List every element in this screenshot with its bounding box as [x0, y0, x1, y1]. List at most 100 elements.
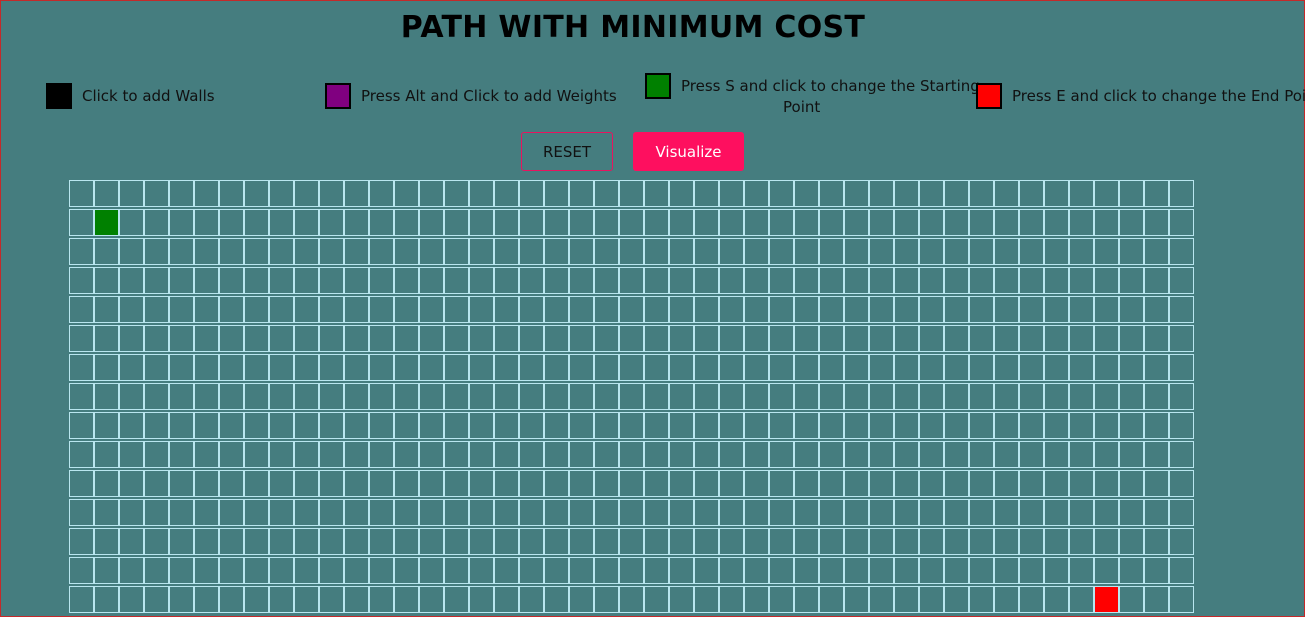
- grid-cell[interactable]: [669, 586, 694, 613]
- grid-cell[interactable]: [969, 586, 994, 613]
- grid-cell[interactable]: [144, 383, 169, 410]
- grid-cell[interactable]: [69, 325, 94, 352]
- grid-cell[interactable]: [619, 441, 644, 468]
- grid-cell[interactable]: [794, 412, 819, 439]
- grid-cell[interactable]: [319, 499, 344, 526]
- grid-cell[interactable]: [119, 528, 144, 555]
- grid-cell[interactable]: [619, 470, 644, 497]
- grid-cell[interactable]: [344, 412, 369, 439]
- grid-cell[interactable]: [144, 557, 169, 584]
- grid-cell[interactable]: [1119, 238, 1144, 265]
- grid-cell[interactable]: [769, 586, 794, 613]
- grid-cell[interactable]: [469, 354, 494, 381]
- grid-cell[interactable]: [1044, 470, 1069, 497]
- grid-cell[interactable]: [394, 354, 419, 381]
- grid-cell[interactable]: [169, 267, 194, 294]
- grid-cell[interactable]: [344, 238, 369, 265]
- grid-cell[interactable]: [994, 557, 1019, 584]
- grid-cell[interactable]: [1069, 209, 1094, 236]
- grid-cell[interactable]: [469, 586, 494, 613]
- grid-cell[interactable]: [744, 528, 769, 555]
- grid-cell[interactable]: [969, 499, 994, 526]
- grid-cell[interactable]: [944, 180, 969, 207]
- grid-cell[interactable]: [519, 325, 544, 352]
- grid-cell[interactable]: [194, 557, 219, 584]
- grid-cell[interactable]: [94, 383, 119, 410]
- grid-cell[interactable]: [244, 238, 269, 265]
- grid-cell[interactable]: [644, 383, 669, 410]
- grid-cell[interactable]: [1119, 209, 1144, 236]
- grid-cell[interactable]: [119, 325, 144, 352]
- grid-cell[interactable]: [219, 412, 244, 439]
- grid-cell[interactable]: [994, 383, 1019, 410]
- grid-cell[interactable]: [619, 499, 644, 526]
- grid-cell[interactable]: [1019, 325, 1044, 352]
- grid-cell[interactable]: [1069, 296, 1094, 323]
- grid-cell[interactable]: [144, 586, 169, 613]
- grid-cell[interactable]: [1144, 325, 1169, 352]
- grid-cell[interactable]: [344, 325, 369, 352]
- grid-cell[interactable]: [369, 557, 394, 584]
- grid-cell[interactable]: [619, 557, 644, 584]
- grid-cell[interactable]: [944, 586, 969, 613]
- grid-cell[interactable]: [394, 412, 419, 439]
- grid-cell[interactable]: [969, 412, 994, 439]
- grid-cell[interactable]: [1169, 499, 1194, 526]
- grid-cell[interactable]: [469, 383, 494, 410]
- grid-cell[interactable]: [1019, 383, 1044, 410]
- grid-cell[interactable]: [269, 383, 294, 410]
- grid-cell[interactable]: [744, 325, 769, 352]
- grid-cell[interactable]: [969, 209, 994, 236]
- grid-cell[interactable]: [744, 557, 769, 584]
- grid-cell[interactable]: [244, 470, 269, 497]
- grid-cell[interactable]: [544, 296, 569, 323]
- grid-cell[interactable]: [944, 470, 969, 497]
- grid-cell[interactable]: [894, 296, 919, 323]
- grid-cell[interactable]: [169, 180, 194, 207]
- grid-cell[interactable]: [544, 267, 569, 294]
- grid-cell[interactable]: [1144, 586, 1169, 613]
- grid-cell[interactable]: [894, 441, 919, 468]
- grid-cell[interactable]: [144, 354, 169, 381]
- grid-cell[interactable]: [94, 441, 119, 468]
- grid-cell[interactable]: [569, 180, 594, 207]
- grid-cell[interactable]: [794, 180, 819, 207]
- grid-cell[interactable]: [869, 586, 894, 613]
- grid-cell[interactable]: [619, 238, 644, 265]
- grid-cell[interactable]: [319, 238, 344, 265]
- grid-cell[interactable]: [94, 412, 119, 439]
- grid-cell[interactable]: [994, 586, 1019, 613]
- grid-cell[interactable]: [144, 412, 169, 439]
- grid-cell[interactable]: [194, 470, 219, 497]
- grid-cell[interactable]: [1094, 499, 1119, 526]
- grid-cell[interactable]: [144, 267, 169, 294]
- grid-cell[interactable]: [844, 412, 869, 439]
- grid-cell[interactable]: [594, 499, 619, 526]
- grid-cell[interactable]: [419, 441, 444, 468]
- grid-cell[interactable]: [844, 528, 869, 555]
- grid-cell[interactable]: [444, 470, 469, 497]
- grid-cell[interactable]: [1144, 209, 1169, 236]
- grid-cell[interactable]: [394, 441, 419, 468]
- grid-cell[interactable]: [694, 325, 719, 352]
- grid-cell[interactable]: [544, 383, 569, 410]
- grid-cell[interactable]: [969, 267, 994, 294]
- grid-cell[interactable]: [569, 499, 594, 526]
- grid-cell[interactable]: [369, 325, 394, 352]
- grid-cell[interactable]: [1169, 209, 1194, 236]
- grid-cell[interactable]: [769, 180, 794, 207]
- grid-cell[interactable]: [319, 209, 344, 236]
- grid-cell[interactable]: [319, 383, 344, 410]
- grid-cell[interactable]: [169, 557, 194, 584]
- grid-cell[interactable]: [244, 557, 269, 584]
- grid-cell[interactable]: [594, 180, 619, 207]
- grid-cell[interactable]: [669, 238, 694, 265]
- grid-cell[interactable]: [1044, 296, 1069, 323]
- grid-cell[interactable]: [219, 528, 244, 555]
- grid-cell[interactable]: [119, 383, 144, 410]
- grid-cell[interactable]: [844, 557, 869, 584]
- grid-cell[interactable]: [769, 325, 794, 352]
- grid-cell[interactable]: [994, 499, 1019, 526]
- grid-cell[interactable]: [144, 180, 169, 207]
- grid-cell[interactable]: [69, 354, 94, 381]
